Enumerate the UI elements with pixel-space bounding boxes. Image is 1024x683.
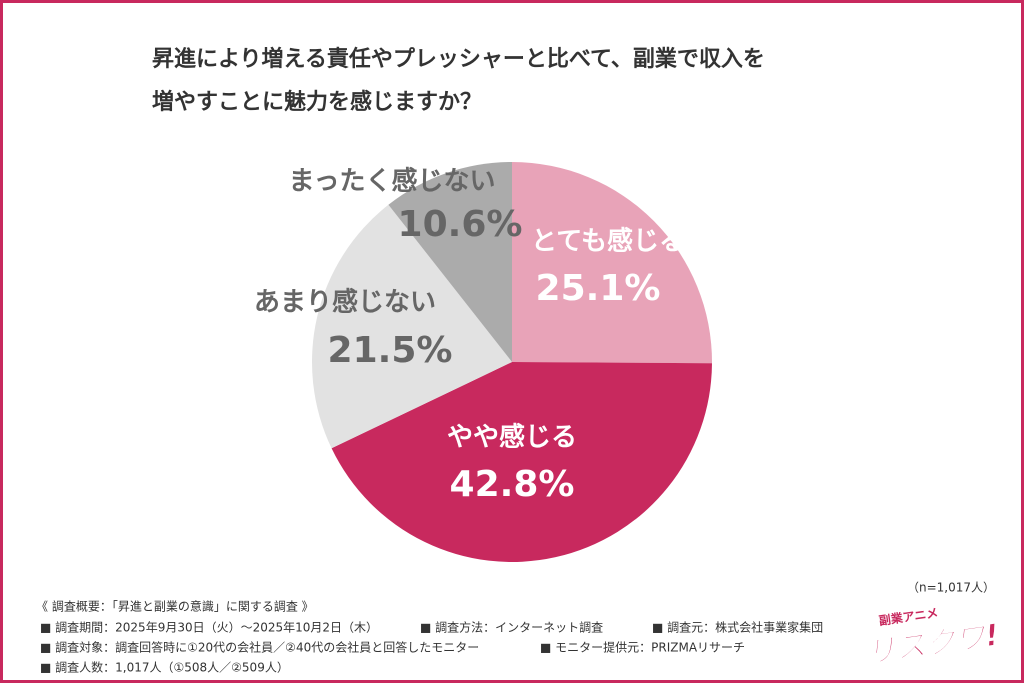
pie-slice bbox=[331, 362, 712, 562]
pie-slice bbox=[388, 162, 512, 362]
footer-line: ■ 調査方法：インターネット調査 bbox=[420, 620, 603, 635]
footer-line: ■ 調査期間：2025年9月30日（火）～2025年10月2日（木） bbox=[40, 621, 378, 635]
slice-label: あまり感じない bbox=[254, 288, 436, 318]
footer: ■ 調査期間：2025年9月30日（火）～2025年10月2日（木） ■ 調査方法… bbox=[40, 620, 823, 675]
pie-slice bbox=[311, 204, 512, 449]
slice-value: 21.5% bbox=[328, 330, 453, 371]
title: 昇進により増える責任やプレッシャーと比べて、副業で収入を bbox=[152, 46, 765, 72]
title: 増やすことに魅力を感じますか？ bbox=[152, 89, 482, 115]
slice-label: とても感じる bbox=[531, 227, 685, 257]
slice-value: 25.1% bbox=[536, 268, 661, 309]
slice-value: 42.8% bbox=[450, 464, 575, 505]
footer-line: ■ 調査対象：調査回答時に①20代の会社員／②40代の会社員と回答したモニター bbox=[40, 640, 479, 655]
footer-heading: 《 調査概要：「昇進と副業の意識」に関する調査 》 bbox=[36, 599, 314, 614]
footer-line: ■ モニター提供元：PRIZMAリサーチ bbox=[540, 640, 745, 655]
slice-value: 10.6% bbox=[398, 204, 523, 245]
footer-line: ■ 調査元：株式会社事業家集団 bbox=[652, 620, 823, 635]
footer-line: ■ 調査人数：1,017人（①508人／②509人） bbox=[40, 660, 289, 675]
sample-note: （n=1,017人） bbox=[907, 581, 995, 595]
pie: とても感じる 25.1% やや感じる 42.8% あまり感じない 21.5% まったく感じな… bbox=[254, 162, 712, 562]
slice-label: まったく感じない bbox=[289, 167, 496, 197]
pie-slice bbox=[512, 162, 712, 364]
slice-label: やや感じる bbox=[447, 423, 577, 453]
